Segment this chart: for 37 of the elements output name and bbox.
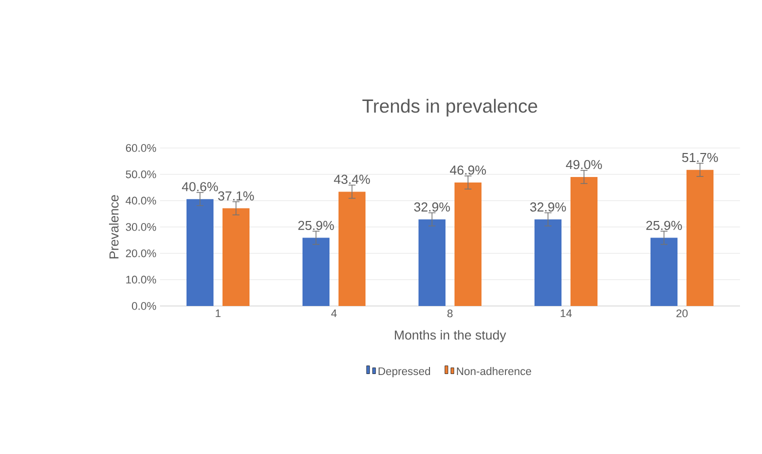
data-label: 49.0%	[566, 160, 602, 170]
y-tick-label: 40.0%	[126, 196, 156, 205]
x-tick-label: 8	[447, 310, 453, 318]
legend-label: Non-adherence	[456, 367, 532, 376]
y-tick-label: 20.0%	[126, 249, 156, 258]
y-tick-label: 60.0%	[126, 144, 156, 152]
bar	[302, 238, 330, 306]
data-label: 25.9%	[646, 220, 682, 230]
x-tick-label: 1	[216, 310, 221, 318]
data-label: 37.1%	[218, 191, 254, 201]
data-label: 32.9%	[414, 202, 450, 212]
x-tick-label: 4	[331, 310, 337, 318]
data-label: 25.9%	[298, 220, 334, 230]
bar	[570, 176, 598, 306]
x-axis-title: Months in the study	[394, 330, 506, 342]
bar	[534, 219, 562, 306]
data-label: 43.4%	[334, 174, 370, 184]
bar	[186, 199, 214, 306]
bar	[454, 182, 482, 306]
y-axis-title: Prevalence	[109, 195, 119, 258]
data-label: 46.9%	[450, 166, 486, 175]
y-tick-label: 50.0%	[126, 170, 156, 178]
data-label: 32.9%	[530, 202, 566, 212]
data-label: 51.7%	[682, 152, 718, 162]
chart-title: Trends in prevalence	[362, 98, 538, 116]
bar	[686, 170, 714, 306]
y-tick-label: 0.0%	[132, 302, 156, 310]
bar	[650, 238, 678, 306]
x-tick-label: 14	[560, 310, 572, 318]
y-tick-label: 10.0%	[126, 276, 156, 284]
bar	[222, 208, 250, 306]
x-tick-label: 20	[676, 310, 688, 318]
bar	[338, 192, 366, 306]
legend-label: Depressed	[378, 367, 430, 378]
data-label: 40.6%	[182, 182, 218, 192]
bar	[418, 219, 446, 306]
y-tick-label: 30.0%	[126, 223, 156, 231]
